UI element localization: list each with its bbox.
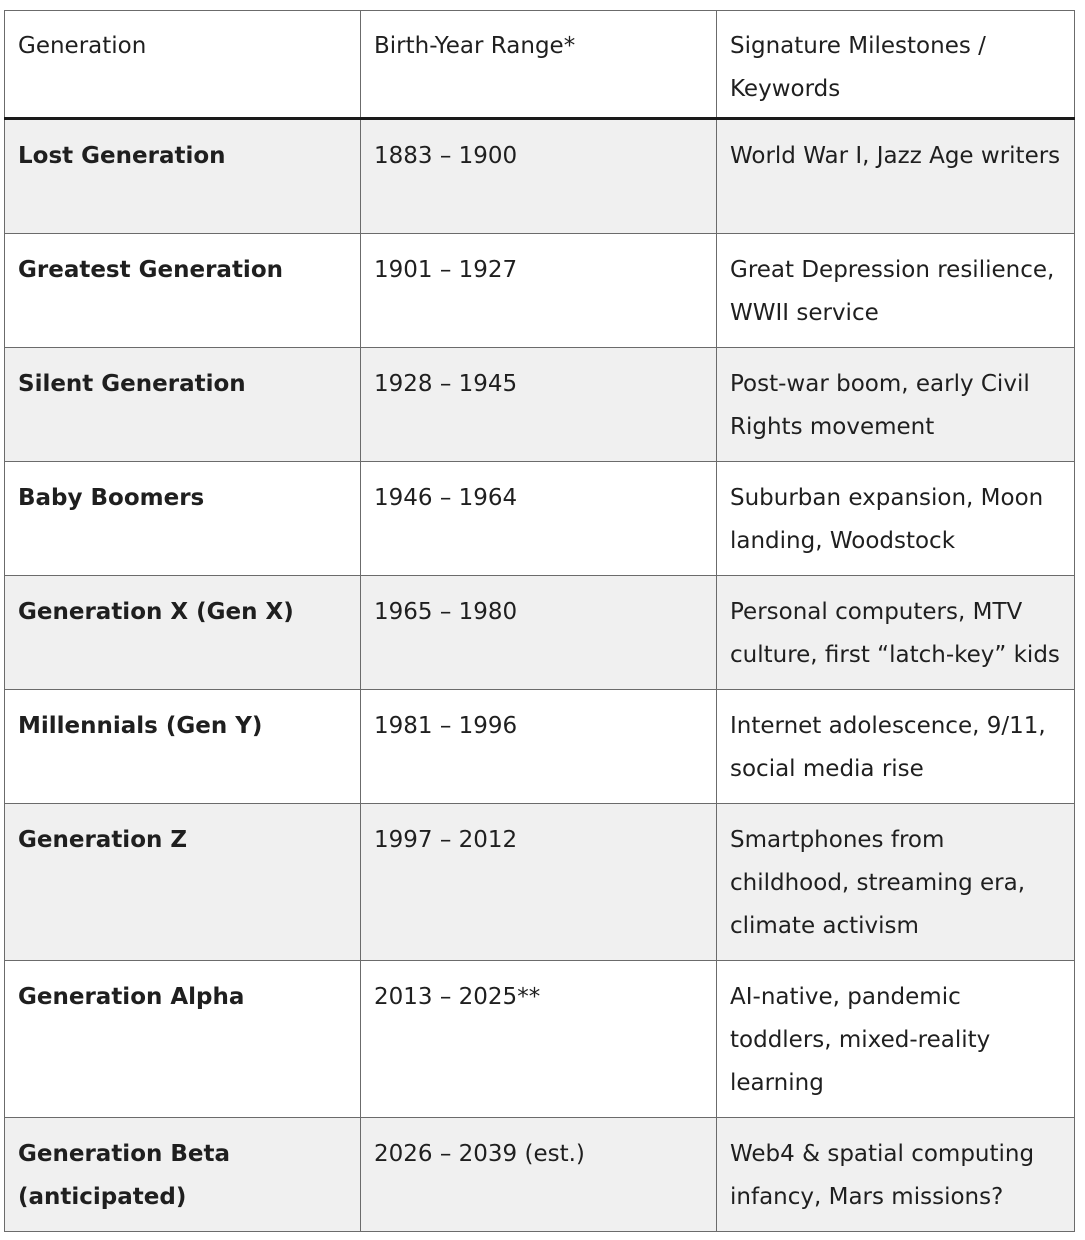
range-cell: 1965 – 1980: [360, 575, 717, 690]
range-cell: 1883 – 1900: [360, 118, 717, 234]
table-row: Generation Alpha 2013 – 2025** AI-native…: [4, 960, 1075, 1118]
generations-table-container: Generation Birth-Year Range* Signature M…: [4, 10, 1075, 1232]
table-row: Generation X (Gen X) 1965 – 1980 Persona…: [4, 575, 1075, 690]
range-cell: 1901 – 1927: [360, 233, 717, 348]
generation-cell: Millennials (Gen Y): [4, 689, 361, 804]
generation-cell: Baby Boomers: [4, 461, 361, 576]
table-row: Lost Generation 1883 – 1900 World War I,…: [4, 118, 1075, 234]
milestones-cell: Smartphones from childhood, streaming er…: [716, 803, 1075, 961]
milestones-cell: Great Depression resilience, WWII servic…: [716, 233, 1075, 348]
table-row: Baby Boomers 1946 – 1964 Suburban expans…: [4, 461, 1075, 576]
table-header: Generation Birth-Year Range* Signature M…: [4, 10, 1075, 120]
range-cell: 1997 – 2012: [360, 803, 717, 961]
header-generation: Generation: [4, 10, 361, 120]
table-body: Lost Generation 1883 – 1900 World War I,…: [4, 118, 1075, 1232]
milestones-cell: Personal computers, MTV culture, first “…: [716, 575, 1075, 690]
generation-cell: Generation Beta (anticipated): [4, 1117, 361, 1232]
table-row: Silent Generation 1928 – 1945 Post-war b…: [4, 347, 1075, 462]
header-birth-year-range: Birth-Year Range*: [360, 10, 717, 120]
generations-table: Generation Birth-Year Range* Signature M…: [4, 10, 1075, 1232]
range-cell: 1928 – 1945: [360, 347, 717, 462]
generation-cell: Lost Generation: [4, 118, 361, 234]
generation-cell: Generation Alpha: [4, 960, 361, 1118]
table-row: Millennials (Gen Y) 1981 – 1996 Internet…: [4, 689, 1075, 804]
header-signature-milestones: Signature Milestones / Keywords: [716, 10, 1075, 120]
generation-cell: Greatest Generation: [4, 233, 361, 348]
table-row: Generation Beta (anticipated) 2026 – 203…: [4, 1117, 1075, 1232]
milestones-cell: World War I, Jazz Age writers: [716, 118, 1075, 234]
range-cell: 1981 – 1996: [360, 689, 717, 804]
range-cell: 2013 – 2025**: [360, 960, 717, 1118]
header-row: Generation Birth-Year Range* Signature M…: [4, 10, 1075, 120]
table-row: Generation Z 1997 – 2012 Smartphones fro…: [4, 803, 1075, 961]
table-row: Greatest Generation 1901 – 1927 Great De…: [4, 233, 1075, 348]
milestones-cell: AI-native, pandemic toddlers, mixed-real…: [716, 960, 1075, 1118]
generation-cell: Generation Z: [4, 803, 361, 961]
generation-cell: Generation X (Gen X): [4, 575, 361, 690]
generation-cell: Silent Generation: [4, 347, 361, 462]
range-cell: 2026 – 2039 (est.): [360, 1117, 717, 1232]
milestones-cell: Suburban expansion, Moon landing, Woodst…: [716, 461, 1075, 576]
range-cell: 1946 – 1964: [360, 461, 717, 576]
milestones-cell: Internet adolescence, 9/11, social media…: [716, 689, 1075, 804]
milestones-cell: Web4 & spatial computing infancy, Mars m…: [716, 1117, 1075, 1232]
milestones-cell: Post-war boom, early Civil Rights moveme…: [716, 347, 1075, 462]
